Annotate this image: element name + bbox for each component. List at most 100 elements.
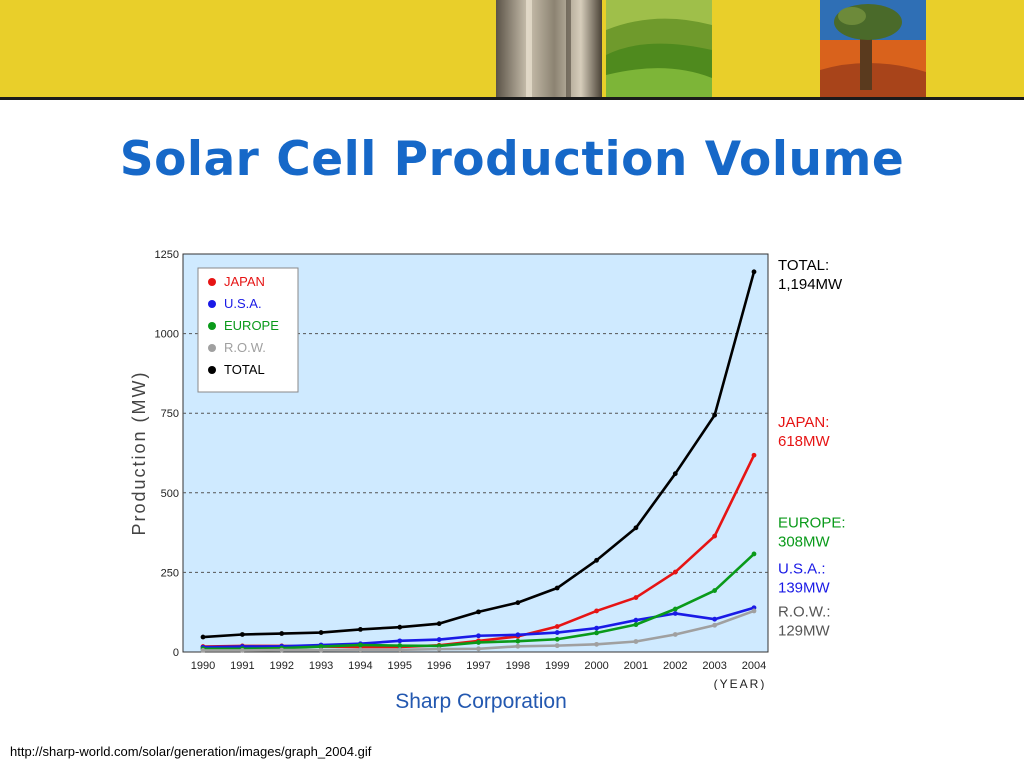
data-point: [476, 640, 481, 645]
data-point: [672, 611, 678, 616]
legend-marker: [208, 278, 216, 286]
legend-marker: [208, 366, 216, 374]
legend-label: R.O.W.: [224, 340, 266, 355]
legend-label: EUROPE: [224, 318, 279, 333]
x-tick-label: 1991: [230, 660, 254, 672]
end-label-value: 618MW: [778, 433, 831, 450]
y-tick-label: 1000: [155, 329, 179, 341]
x-tick-label: 2001: [624, 660, 648, 672]
x-tick-label: 1997: [466, 660, 490, 672]
data-point: [712, 622, 718, 628]
data-point: [358, 626, 363, 632]
end-label-value: 129MW: [778, 623, 831, 640]
data-point: [397, 643, 403, 649]
data-point: [554, 624, 560, 629]
y-tick-label: 250: [161, 567, 179, 579]
legend-label: U.S.A.: [224, 296, 262, 311]
end-label-name: R.O.W.:: [778, 604, 831, 621]
data-point: [554, 585, 560, 591]
data-point: [318, 644, 324, 649]
data-point: [279, 647, 285, 653]
x-unit-label: (YEAR): [714, 677, 767, 690]
y-tick-label: 750: [161, 408, 179, 420]
data-point: [554, 636, 560, 642]
data-point: [672, 471, 678, 477]
data-point: [751, 551, 757, 557]
data-point: [436, 621, 442, 627]
header-banner: [0, 0, 1024, 97]
x-tick-label: 1990: [191, 660, 215, 672]
data-point: [633, 525, 639, 531]
data-point: [594, 625, 599, 631]
x-tick-label: 2002: [663, 660, 687, 672]
data-point: [554, 643, 560, 649]
data-point: [397, 624, 403, 630]
y-axis-label: Production (MW): [129, 370, 149, 535]
data-point: [712, 412, 718, 418]
x-tick-label: 1993: [309, 660, 333, 672]
legend-marker: [208, 344, 216, 352]
chart-svg: 0 250 500 750 1000 1250 1990 1991 1992 1993 1994 19…: [129, 249, 846, 691]
data-point: [751, 269, 757, 275]
source-url[interactable]: http://sharp-world.com/solar/generation/…: [10, 744, 372, 759]
data-point: [476, 609, 481, 615]
end-label-name: EUROPE:: [778, 514, 846, 531]
end-label-name: U.S.A.:: [778, 561, 826, 578]
data-point: [712, 616, 718, 622]
data-point: [712, 588, 718, 593]
y-tick-label: 0: [173, 647, 179, 659]
data-point: [279, 631, 285, 636]
banner-photo-hills: [606, 0, 712, 97]
data-point: [594, 608, 599, 614]
data-point: [594, 630, 599, 636]
data-point: [633, 595, 639, 600]
data-point: [515, 638, 521, 644]
data-point: [397, 647, 403, 653]
x-tick-label: 1994: [348, 660, 372, 672]
x-tick-label: 2004: [742, 660, 766, 672]
x-tick-label: 1996: [427, 660, 451, 672]
end-label-name: JAPAN:: [778, 414, 829, 431]
production-chart: 0 250 500 750 1000 1250 1990 1991 1992 1993 1994 19…: [120, 240, 870, 691]
data-point: [633, 617, 639, 623]
data-point: [200, 634, 206, 640]
x-tick-label: 2003: [702, 660, 726, 672]
legend-label: TOTAL: [224, 362, 265, 377]
banner-photo-tree: [820, 0, 926, 97]
data-point: [554, 630, 560, 635]
data-point: [318, 647, 324, 653]
x-tick-label: 1999: [545, 660, 569, 672]
slide-title: Solar Cell Production Volume: [119, 132, 905, 187]
data-point: [672, 569, 678, 575]
data-point: [633, 622, 639, 628]
data-point: [712, 533, 718, 539]
data-point: [358, 642, 363, 648]
y-tick-label: 1250: [155, 249, 179, 261]
data-point: [318, 630, 324, 635]
data-point: [672, 606, 678, 612]
data-point: [672, 632, 678, 637]
data-point: [515, 643, 521, 649]
data-point: [633, 639, 639, 644]
data-point: [751, 452, 757, 458]
banner-divider: [0, 97, 1024, 100]
x-tick-label: 2000: [584, 660, 608, 672]
x-tick-label: 1995: [388, 660, 412, 672]
data-point: [515, 632, 521, 638]
end-label-value: 139MW: [778, 580, 831, 597]
legend-marker: [208, 322, 216, 330]
banner-photo-curtain: [496, 0, 602, 97]
end-label-value: 1,194MW: [778, 276, 843, 293]
data-point: [594, 641, 599, 647]
data-point: [239, 632, 245, 637]
legend-label: JAPAN: [224, 274, 265, 289]
legend-marker: [208, 300, 216, 308]
x-tick-label: 1992: [269, 660, 293, 672]
end-label-value: 308MW: [778, 533, 831, 550]
data-point: [397, 638, 403, 644]
data-point: [200, 648, 206, 653]
data-point: [515, 600, 521, 606]
data-point: [239, 648, 245, 653]
y-tick-label: 500: [161, 488, 179, 500]
end-label-name: TOTAL:: [778, 257, 829, 274]
